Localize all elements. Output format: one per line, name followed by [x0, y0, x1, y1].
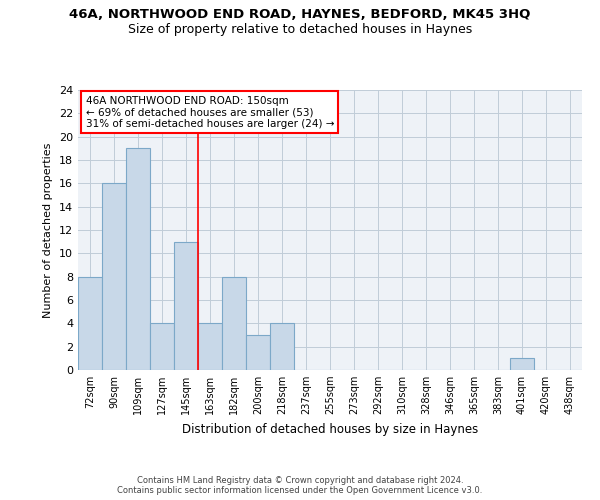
- Bar: [198, 324, 222, 370]
- Text: 46A, NORTHWOOD END ROAD, HAYNES, BEDFORD, MK45 3HQ: 46A, NORTHWOOD END ROAD, HAYNES, BEDFORD…: [70, 8, 530, 20]
- Bar: [510, 358, 534, 370]
- Bar: [174, 242, 198, 370]
- Text: 46A NORTHWOOD END ROAD: 150sqm
← 69% of detached houses are smaller (53)
31% of : 46A NORTHWOOD END ROAD: 150sqm ← 69% of …: [86, 96, 334, 129]
- Bar: [102, 184, 126, 370]
- Y-axis label: Number of detached properties: Number of detached properties: [43, 142, 53, 318]
- Bar: [150, 324, 174, 370]
- Bar: [270, 324, 294, 370]
- Text: Size of property relative to detached houses in Haynes: Size of property relative to detached ho…: [128, 22, 472, 36]
- Bar: [222, 276, 246, 370]
- Text: Distribution of detached houses by size in Haynes: Distribution of detached houses by size …: [182, 422, 478, 436]
- Text: Contains HM Land Registry data © Crown copyright and database right 2024.
Contai: Contains HM Land Registry data © Crown c…: [118, 476, 482, 495]
- Bar: [126, 148, 150, 370]
- Bar: [246, 335, 270, 370]
- Bar: [78, 276, 102, 370]
